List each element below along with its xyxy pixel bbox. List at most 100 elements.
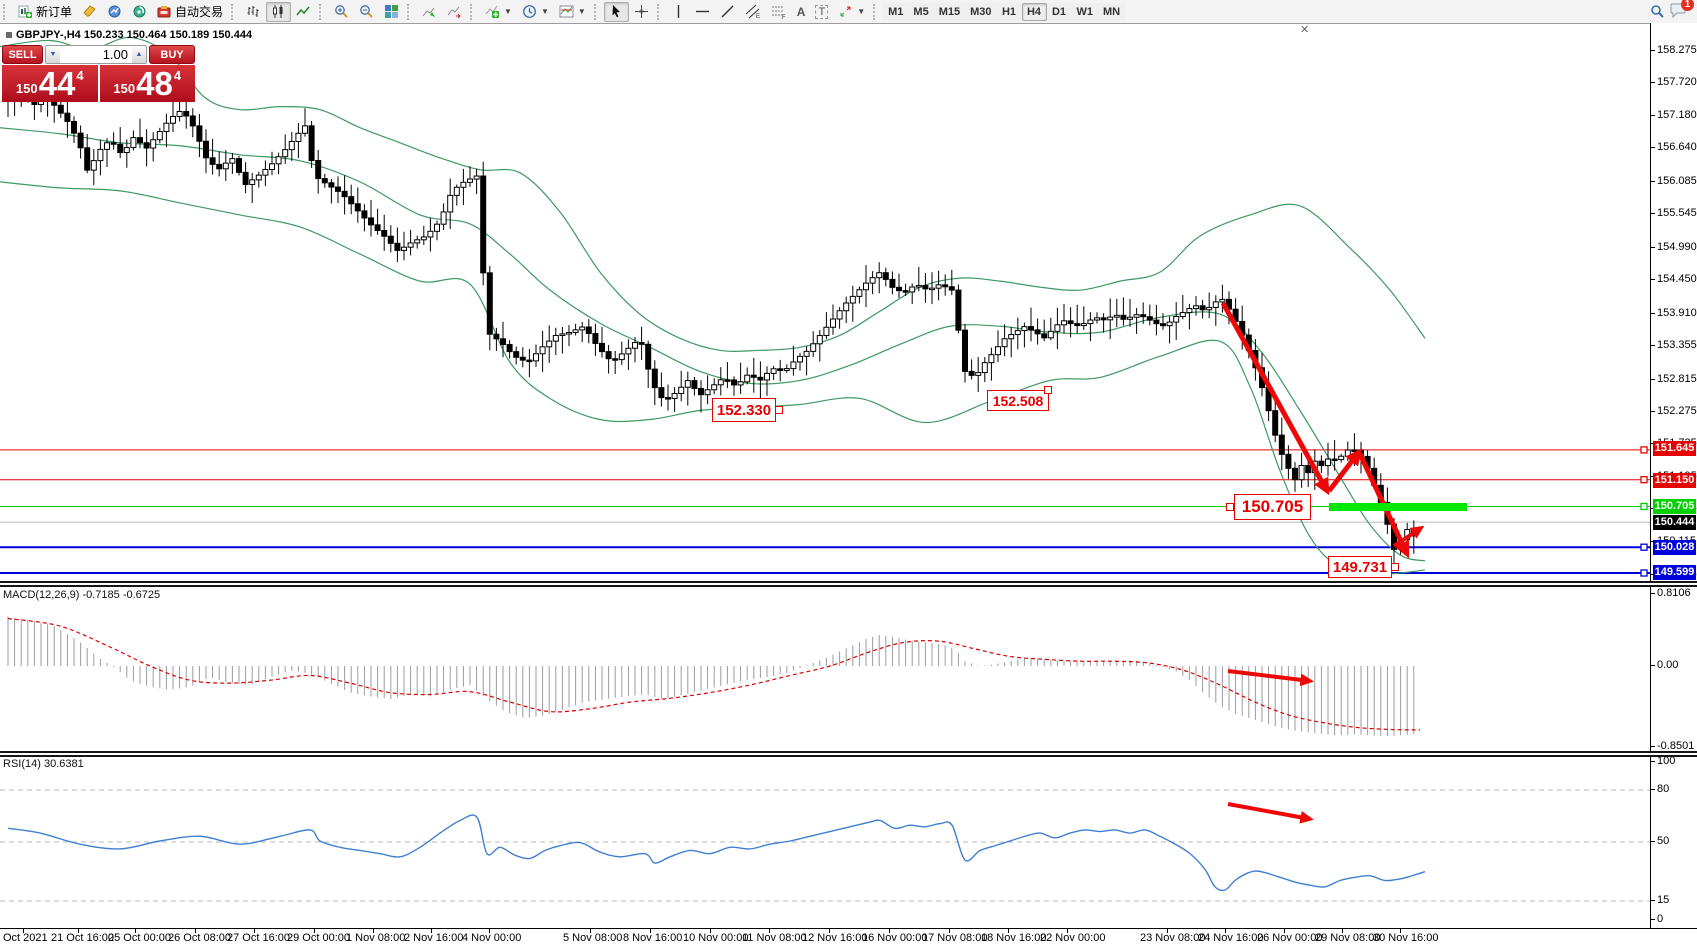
- one-click-trading-panel: SELL ▼ ▲ BUY 150 44 4 150 48 4: [2, 45, 195, 102]
- toolbar-grip[interactable]: [656, 3, 664, 20]
- indicators-button[interactable]: ▼: [480, 2, 517, 22]
- hline-icon: [695, 10, 709, 13]
- toolbar-grip[interactable]: [470, 3, 477, 20]
- candle-body: [566, 331, 572, 335]
- indicator-tick-label: 15: [1651, 894, 1669, 906]
- candle-body: [90, 160, 97, 171]
- price-axis[interactable]: 158.275 157.720 157.180 156.640 156.085 155.5…: [1650, 23, 1697, 928]
- close-icon[interactable]: ✕: [1300, 24, 1310, 36]
- volume-decrease-button[interactable]: ▼: [46, 46, 60, 63]
- candle-body: [1331, 458, 1338, 462]
- toolbar-grip[interactable]: [319, 3, 326, 20]
- trend-arrow: [1220, 301, 1330, 496]
- sell-button[interactable]: SELL: [2, 45, 43, 64]
- candle-body: [427, 230, 434, 238]
- candle-body: [84, 147, 91, 171]
- line-anchor-square: [1640, 569, 1648, 577]
- candle-body: [335, 186, 341, 192]
- toolbar-grip[interactable]: [231, 3, 238, 20]
- macd-panel[interactable]: [0, 588, 1650, 753]
- timeframe-h1-button[interactable]: H1: [996, 2, 1022, 21]
- rsi-panel[interactable]: [0, 758, 1650, 928]
- support-highlight-bar[interactable]: [1329, 503, 1467, 511]
- buy-price-big: 48: [136, 65, 173, 102]
- crosshair-tool-button[interactable]: [629, 2, 654, 22]
- toolbar-grip[interactable]: [873, 3, 880, 20]
- hline-tool-button[interactable]: [690, 2, 715, 22]
- autotrade-icon: [157, 6, 171, 18]
- price-callout[interactable]: 152.330: [712, 398, 783, 422]
- timeframe-d1-button[interactable]: D1: [1046, 2, 1072, 21]
- candle-body: [1179, 312, 1186, 318]
- time-axis[interactable]: Oct 2021 21 Oct 16:00 25 Oct 00:00 26 Oct 0…: [0, 928, 1697, 947]
- time-tick-label: 24 Nov 16:00: [1198, 932, 1264, 944]
- zoom-out-button[interactable]: [354, 2, 379, 22]
- time-tick-label: 2 Nov 16:00: [404, 932, 464, 944]
- search-button[interactable]: [1645, 2, 1670, 22]
- bar-chart-button[interactable]: [241, 2, 266, 22]
- new-order-button[interactable]: 新订单: [13, 2, 77, 22]
- price-callout[interactable]: 150.705: [1226, 494, 1311, 520]
- price-tick-label: 152.815: [1651, 373, 1697, 385]
- candle-body: [902, 290, 909, 293]
- timeframe-m15-button[interactable]: M15: [933, 2, 966, 21]
- chart-shift-button[interactable]: [442, 2, 467, 22]
- vline-tool-button[interactable]: [667, 2, 690, 22]
- candle-body: [453, 186, 460, 196]
- candle-body: [539, 346, 546, 355]
- price-callout[interactable]: 152.508: [987, 386, 1052, 411]
- candle-body: [1212, 301, 1219, 308]
- autotrade-button[interactable]: 自动交易: [152, 2, 228, 22]
- channel-icon: E: [745, 4, 760, 19]
- candle-body: [1351, 449, 1358, 452]
- panel-separator[interactable]: [0, 751, 1697, 757]
- chart-window-icon: [6, 32, 12, 38]
- tile-windows-button[interactable]: [379, 2, 404, 22]
- candle-body: [506, 344, 513, 353]
- text-label-tool-button[interactable]: T: [810, 2, 833, 22]
- volume-increase-button[interactable]: ▲: [132, 46, 146, 63]
- candle-body: [526, 359, 533, 363]
- timeframe-m30-button[interactable]: M30: [965, 2, 997, 21]
- timeframe-m1-button[interactable]: M1: [883, 2, 909, 21]
- sell-quote[interactable]: 150 44 4: [2, 65, 98, 102]
- metaeditor-button[interactable]: [77, 2, 102, 22]
- volume-input[interactable]: [60, 46, 132, 63]
- toolbar-grip[interactable]: [593, 3, 601, 20]
- buy-button[interactable]: BUY: [149, 45, 195, 64]
- main-price-chart[interactable]: [0, 23, 1650, 583]
- fibonacci-icon: F: [771, 6, 786, 19]
- candlestick-chart-button[interactable]: [266, 1, 292, 22]
- candle-body: [97, 148, 104, 162]
- timeframe-h4-button[interactable]: H4: [1021, 2, 1047, 21]
- channel-tool-button[interactable]: E: [740, 2, 766, 22]
- buy-quote[interactable]: 150 48 4: [99, 65, 195, 102]
- line-chart-button[interactable]: [291, 2, 316, 22]
- auto-scroll-button[interactable]: [417, 2, 442, 22]
- time-tick-label: Oct 2021: [3, 932, 48, 944]
- arrows-tool-button[interactable]: ▼: [833, 2, 870, 22]
- timeframe-m5-button[interactable]: M5: [908, 2, 934, 21]
- candle-body: [552, 334, 559, 342]
- timeframe-w1-button[interactable]: W1: [1071, 2, 1098, 21]
- time-tick-label: 5 Nov 08:00: [563, 932, 623, 944]
- toolbar-grip[interactable]: [407, 3, 414, 20]
- timeframe-mn-button[interactable]: MN: [1098, 2, 1126, 21]
- navigator-button[interactable]: [127, 2, 152, 22]
- candle-body: [962, 329, 968, 372]
- market-watch-button[interactable]: [102, 2, 127, 22]
- fibonacci-tool-button[interactable]: F: [766, 2, 792, 22]
- zoom-in-button[interactable]: [329, 2, 354, 22]
- time-tick-mark: [489, 929, 490, 933]
- chat-button[interactable]: 1: [1670, 0, 1694, 21]
- time-tick-mark: [590, 929, 591, 933]
- trendline-tool-button[interactable]: [715, 2, 740, 22]
- panel-separator[interactable]: [0, 581, 1697, 587]
- price-callout[interactable]: 149.731: [1328, 556, 1399, 578]
- text-tool-button[interactable]: A: [792, 2, 811, 22]
- templates-button[interactable]: ▼: [554, 2, 591, 22]
- cursor-tool-button[interactable]: [603, 1, 629, 22]
- candle-body: [1087, 319, 1094, 325]
- toolbar-grip[interactable]: [3, 3, 10, 20]
- periods-button[interactable]: ▼: [517, 2, 554, 22]
